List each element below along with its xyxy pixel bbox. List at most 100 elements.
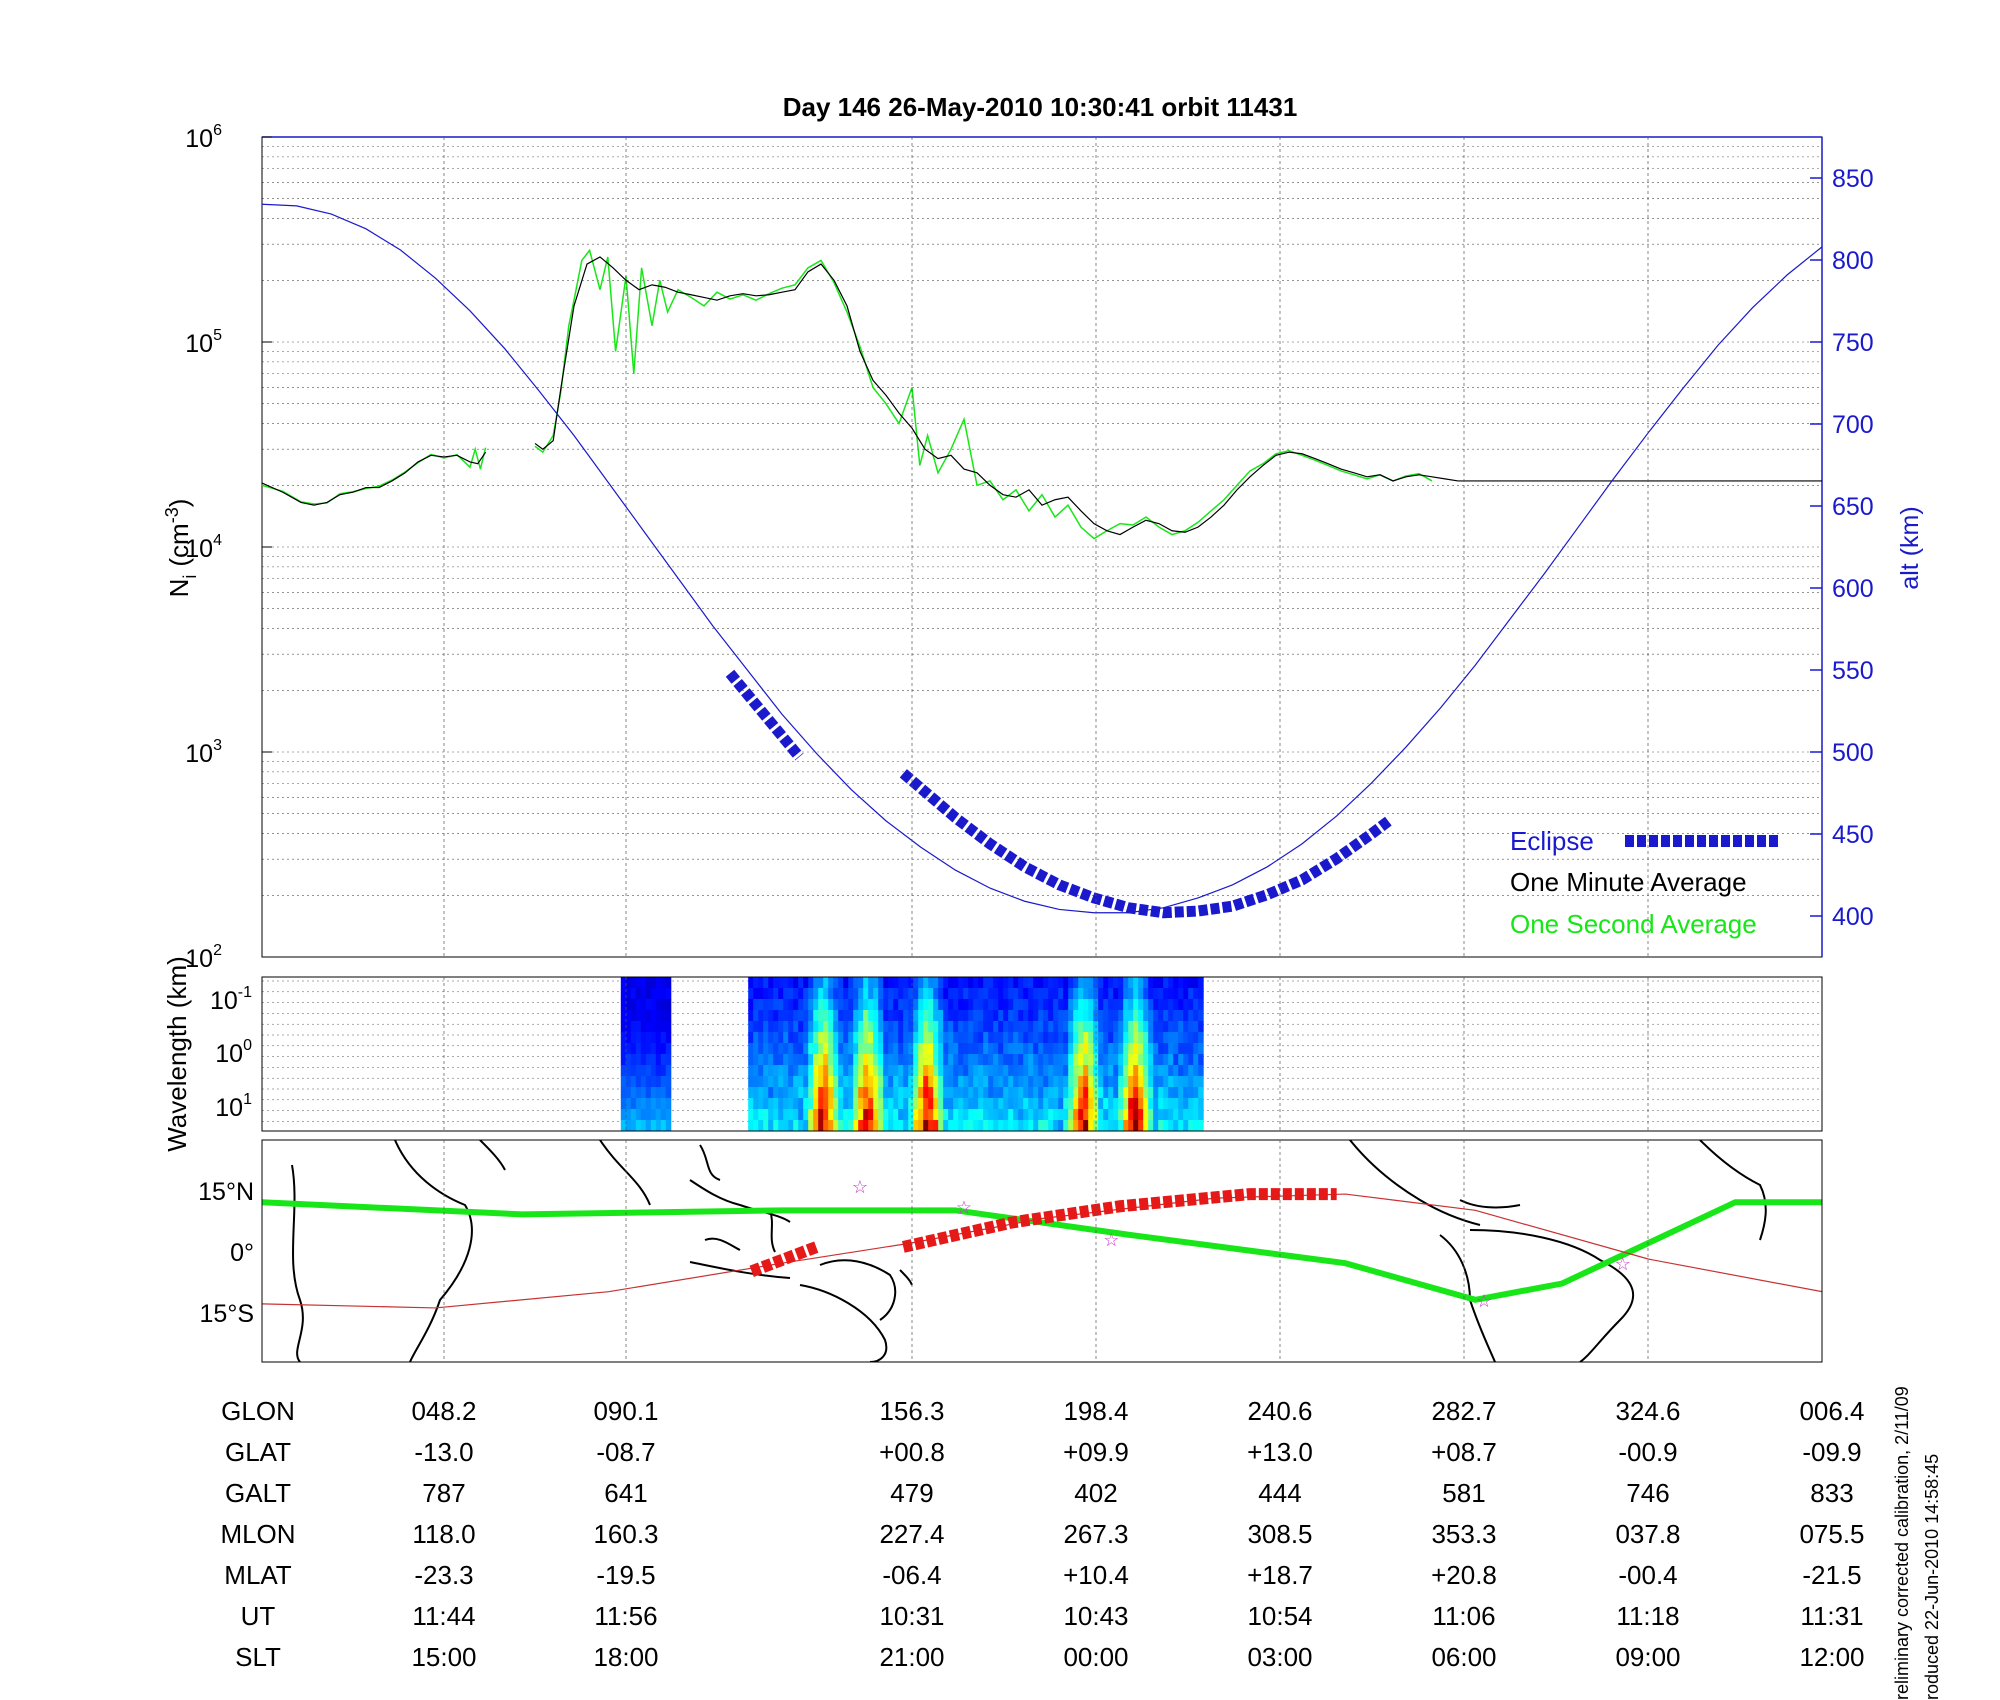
spectrogram-cell	[828, 1043, 834, 1055]
density-panel-grid	[262, 146, 1822, 958]
spectrogram-cell	[635, 1120, 642, 1132]
spectrogram-cell	[1008, 999, 1014, 1011]
spectrogram-cell	[1193, 1087, 1199, 1099]
table-cell: 11:56	[594, 1601, 657, 1631]
spectrogram-cell	[1118, 1032, 1124, 1044]
spectrogram-cell	[938, 1065, 944, 1077]
spectrogram-cell	[983, 1087, 989, 1099]
spectrogram-cell	[1023, 1120, 1029, 1132]
spectrogram-cell	[798, 977, 804, 989]
spectrogram-cell	[1143, 1076, 1149, 1088]
spectrogram-cell	[1018, 1098, 1024, 1110]
spectrogram-cell	[828, 999, 834, 1011]
spectrogram-cell	[853, 1087, 859, 1099]
spectrogram-cell	[948, 1054, 954, 1066]
density-axis-label-n: N	[164, 579, 194, 598]
spectrogram-cell	[1133, 977, 1139, 989]
spectrogram-cell	[1033, 988, 1039, 1000]
spectrogram-cell	[753, 1065, 759, 1077]
spectrogram-cell	[1148, 1010, 1154, 1022]
spectrogram-cell	[1118, 1065, 1124, 1077]
spectrogram-cell	[973, 1010, 979, 1022]
spectrogram-cell	[813, 1010, 819, 1022]
spectrogram-cell	[748, 1043, 754, 1055]
spectrogram-cell	[1053, 977, 1059, 989]
spectrogram-cell	[1183, 999, 1189, 1011]
spectrogram-cell	[1028, 1087, 1034, 1099]
spectrogram-cell	[998, 977, 1004, 989]
spectrogram-cell	[1193, 977, 1199, 989]
spectrogram-cell	[963, 1087, 969, 1099]
spectrogram-cell	[903, 1010, 909, 1022]
spectrogram-cell	[1028, 988, 1034, 1000]
table-row-label: UT	[241, 1601, 276, 1631]
table-cell: 12:00	[1799, 1642, 1864, 1672]
spectrogram-cell	[758, 1076, 764, 1088]
spectrogram-cell	[843, 1098, 849, 1110]
spectrogram-cell	[998, 1021, 1004, 1033]
spectrogram-cell	[1113, 977, 1119, 989]
spectrogram-cell	[1183, 1109, 1189, 1121]
spectrogram-cell	[1078, 988, 1084, 1000]
spectrogram-cell	[655, 1120, 662, 1132]
spectrogram-cell	[1043, 1065, 1049, 1077]
spectrogram-cell	[818, 1021, 824, 1033]
spectrogram-cell	[640, 1032, 647, 1044]
spectrogram-cell	[843, 1109, 849, 1121]
spectrogram-cell	[1118, 1021, 1124, 1033]
spectrogram-cell	[1033, 1021, 1039, 1033]
spectrogram-cell	[813, 1065, 819, 1077]
spectrogram-cell	[968, 1010, 974, 1022]
spectrogram-cell	[1053, 1120, 1059, 1132]
spectrogram-cell	[758, 1109, 764, 1121]
spectrogram-cell	[818, 1054, 824, 1066]
altitude-tick-label: 400	[1832, 903, 1874, 931]
spectrogram-cell	[1008, 1032, 1014, 1044]
spectrogram-cell	[908, 1065, 914, 1077]
spectrogram-cell	[753, 1087, 759, 1099]
coast-west-africa	[1699, 1140, 1767, 1241]
spectrogram-cell	[1098, 1021, 1104, 1033]
spectrogram-cell	[1073, 1043, 1079, 1055]
spectrogram-cell	[1018, 1054, 1024, 1066]
spectrogram-cell	[793, 1032, 799, 1044]
spectrogram-cell	[635, 988, 642, 1000]
spectrogram-cell	[983, 999, 989, 1011]
spectrogram-cell	[828, 1098, 834, 1110]
spectrogram-cell	[838, 1109, 844, 1121]
spectrogram-cell	[1128, 1109, 1134, 1121]
spectrogram-cell	[923, 1087, 929, 1099]
spectrogram-cell	[630, 988, 637, 1000]
spectrogram-cell	[1068, 1087, 1074, 1099]
spectrogram-cell	[913, 1043, 919, 1055]
spectrogram-cell	[773, 999, 779, 1011]
table-cell: 09:00	[1615, 1642, 1680, 1672]
spectrogram-cell	[888, 1109, 894, 1121]
spectrogram-cell	[1088, 1065, 1094, 1077]
spectrogram-cell	[1038, 1120, 1044, 1132]
spectrogram-cell	[1078, 1076, 1084, 1088]
spectrogram-cell	[833, 1109, 839, 1121]
spectrogram-cell	[1153, 1098, 1159, 1110]
spectrogram-cell	[968, 1054, 974, 1066]
spectrogram-cell	[858, 1087, 864, 1099]
spectrogram-cell	[1143, 1120, 1149, 1132]
spectrogram-cell	[858, 1010, 864, 1022]
spectrogram-cell	[938, 1109, 944, 1121]
spectrogram-cell	[1083, 1109, 1089, 1121]
spectrogram-cell	[908, 1054, 914, 1066]
spectrogram-cell	[1178, 1120, 1184, 1132]
table-row-label: GLAT	[225, 1437, 291, 1467]
spectrogram-cell	[1153, 1010, 1159, 1022]
spectrogram-cell	[1043, 1087, 1049, 1099]
spectrogram-cell	[913, 1054, 919, 1066]
spectrogram-cell	[1048, 1098, 1054, 1110]
spectrogram-cell	[868, 1109, 874, 1121]
spectrogram-cell	[898, 1076, 904, 1088]
spectrogram-cell	[1063, 1054, 1069, 1066]
spectrogram-cell	[1128, 1010, 1134, 1022]
spectrogram-cell	[1048, 1087, 1054, 1099]
spectrogram-cell	[1038, 1076, 1044, 1088]
spectrogram-cell	[808, 1032, 814, 1044]
spectrogram-cell	[1173, 1021, 1179, 1033]
